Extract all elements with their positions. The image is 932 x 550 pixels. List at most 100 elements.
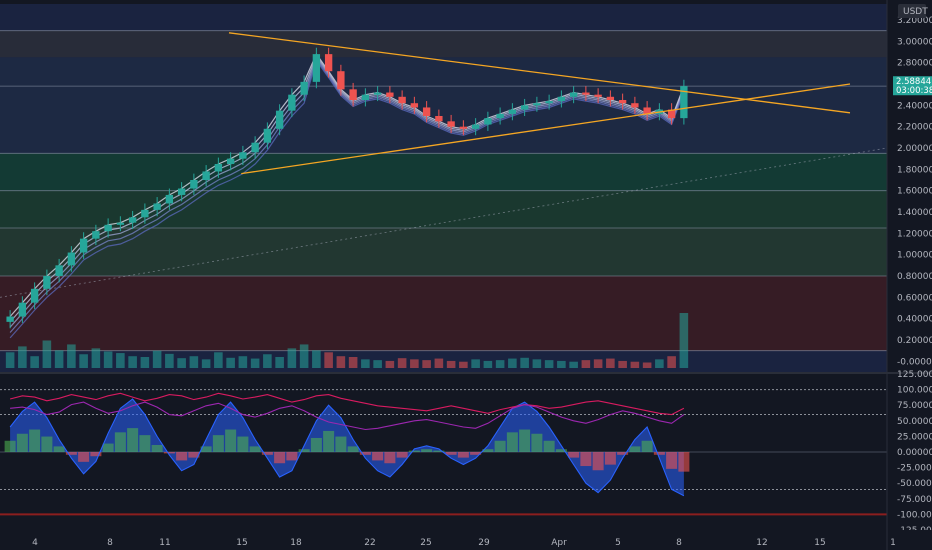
candle-body (190, 180, 198, 189)
volume-bar (103, 351, 113, 368)
volume-bar (655, 359, 664, 368)
volume-bar (140, 357, 150, 368)
volume-bar (508, 358, 517, 368)
oscillator-histogram-bar (359, 452, 371, 455)
price-zone (0, 57, 887, 154)
candle-body (251, 142, 259, 153)
countdown-label: 03:00:38 (896, 86, 932, 96)
candle-body (324, 54, 333, 72)
oscillator-histogram-bar (335, 436, 347, 452)
candle-body (177, 188, 186, 195)
volume-bar (459, 361, 468, 368)
oscillator-axis-tick: -50.00000 (897, 479, 932, 489)
volume-bar (30, 356, 39, 368)
time-axis-tick: Apr (551, 538, 567, 548)
oscillator-histogram-bar (188, 452, 200, 458)
volume-bar (299, 344, 309, 368)
price-zone (0, 153, 887, 191)
oscillator-histogram-bar (347, 446, 359, 452)
volume-bar (581, 360, 591, 368)
price-axis-tick: 1.80000 (897, 165, 932, 175)
price-axis-tick: 0.60000 (897, 293, 932, 303)
volume-bar (446, 360, 456, 368)
oscillator-histogram-bar (555, 449, 567, 452)
price-axis-tick: 1.20000 (897, 229, 932, 239)
candle-body (79, 238, 88, 253)
oscillator-histogram-bar (543, 440, 555, 452)
candle-body (337, 71, 345, 90)
oscillator-histogram-bar (310, 437, 322, 452)
oscillator-histogram-bar (470, 452, 482, 455)
candle-body (447, 121, 455, 127)
candle-body (116, 222, 125, 225)
time-axis-tick: 5 (615, 538, 621, 548)
price-axis-tick: 2.20000 (897, 123, 932, 133)
quote-label: USDT (903, 7, 928, 17)
oscillator-line (9, 398, 685, 497)
volume-bar (42, 340, 52, 368)
volume-bar (201, 359, 211, 368)
candle-body (398, 96, 406, 104)
oscillator-histogram-bar (298, 449, 310, 452)
oscillator-histogram-bar (617, 452, 629, 455)
oscillator-line (10, 401, 685, 431)
oscillator-histogram-bar (114, 432, 126, 452)
price-axis-tick: 2.80000 (897, 59, 932, 69)
oscillator-histogram-bar (16, 433, 28, 452)
candle-body (43, 276, 51, 289)
oscillator-histogram-bar (151, 444, 163, 452)
candle-body (569, 92, 578, 97)
oscillator-wave-area (10, 399, 684, 496)
price-zone (0, 30, 887, 58)
oscillator-axis-tick: 100.00000 (897, 386, 932, 396)
candle-body (67, 252, 76, 266)
oscillator-histogram-bar (127, 428, 139, 452)
price-axis-tick: 2.40000 (897, 101, 932, 111)
oscillator-axis-tick: 125.00000 (897, 370, 932, 380)
volume-bar (263, 354, 272, 368)
candle-body (557, 96, 566, 102)
oscillator-axis-tick: 0.00000 (897, 448, 932, 458)
candle-body (582, 92, 590, 95)
oscillator-histogram-bar (519, 429, 531, 452)
oscillator-histogram-bar (629, 446, 641, 452)
volume-bar (569, 361, 578, 368)
oscillator-histogram-bar (592, 452, 604, 471)
volume-bar (238, 356, 248, 368)
volume-bar (214, 352, 223, 368)
candle-body (594, 94, 602, 97)
candle-body (153, 203, 161, 210)
volume-bar (606, 358, 615, 368)
quote-badge (898, 4, 926, 18)
volume-bar (54, 350, 64, 368)
oscillator-histogram-bar (29, 429, 41, 452)
candle-body (496, 113, 504, 119)
volume-bar (483, 360, 493, 368)
candle-body (275, 110, 284, 129)
candle-body (618, 100, 627, 104)
volume-bar (410, 359, 419, 368)
price-zone (0, 190, 887, 228)
volume-bar (79, 354, 88, 368)
oscillator-axis-tick: 50.00000 (897, 417, 932, 427)
oscillator-line (9, 392, 685, 416)
price-axis-tick: 1.00000 (897, 251, 932, 261)
oscillator-axis-tick: 25.00000 (897, 432, 932, 442)
candle-body (484, 118, 492, 125)
volume-bar (434, 358, 444, 368)
volume-bar (679, 313, 689, 368)
candle-body (128, 217, 137, 223)
volume-bar (532, 359, 542, 368)
volume-bar (128, 356, 137, 368)
volume-bar (275, 357, 284, 368)
volume-bar (544, 360, 554, 368)
candle-body (410, 103, 419, 108)
candle-body (373, 92, 382, 95)
price-axis-tick: 0.20000 (897, 336, 932, 346)
candle-body (165, 194, 174, 204)
price-zone (0, 276, 887, 351)
oscillator-axis-tick: -100.00000 (897, 510, 932, 520)
candle-body (349, 89, 357, 100)
